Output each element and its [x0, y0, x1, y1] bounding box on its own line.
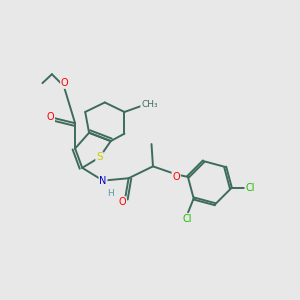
Text: CH₃: CH₃ — [141, 100, 158, 109]
Text: N: N — [99, 176, 107, 186]
Text: O: O — [46, 112, 54, 122]
Text: O: O — [172, 172, 180, 182]
Text: O: O — [61, 78, 68, 88]
Text: Cl: Cl — [245, 184, 255, 194]
Text: Cl: Cl — [182, 214, 192, 224]
Text: S: S — [96, 152, 103, 162]
Text: O: O — [118, 197, 126, 207]
Text: H: H — [107, 189, 114, 198]
